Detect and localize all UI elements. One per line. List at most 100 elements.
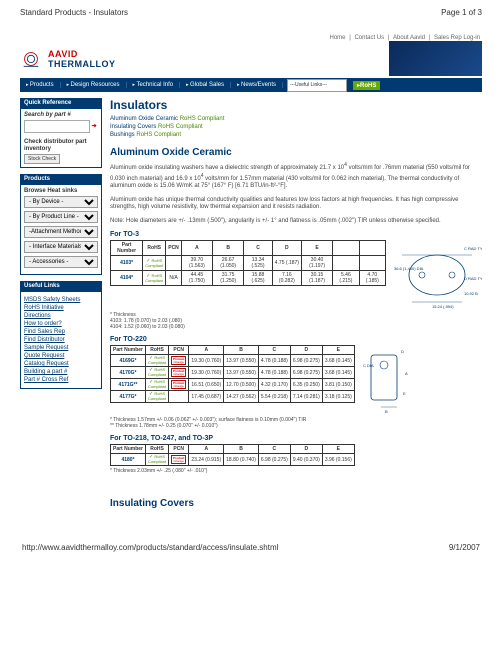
table-to3: Part Number RoHS PCN A B C D E 4103* ✓ R…: [110, 240, 386, 286]
table-row: 4177G*✓ RoHSCompliant17.45 (0.687)14.27 …: [111, 391, 355, 403]
th: B: [213, 241, 244, 256]
table-row: 4170G*✓ RoHSCompliantProductChange19.30 …: [111, 367, 355, 379]
svg-text:36.6 (1.440) DIA: 36.6 (1.440) DIA: [394, 266, 424, 271]
link-sample[interactable]: Sample Request: [24, 345, 98, 351]
svg-text:A: A: [405, 371, 408, 376]
th: [333, 241, 359, 256]
select-by-line[interactable]: - By Product Line -: [24, 211, 98, 223]
page-header: Standard Products - Insulators Page 1 of…: [20, 8, 482, 17]
sub-b[interactable]: Bushings: [110, 132, 135, 138]
top-link[interactable]: Contact Us: [354, 35, 384, 41]
th: D: [272, 241, 301, 256]
useful-box: MSDS Safety Sheets RoHS Initiative Direc…: [20, 291, 102, 389]
table-row: 4171G**✓ RoHSCompliantProductChange16.51…: [111, 379, 355, 391]
section-aoc: Aluminum Oxide Ceramic: [110, 147, 482, 158]
heading-to218: For TO-218, TO-247, and TO-3P: [110, 435, 482, 442]
svg-text:D RAD TYP (2): D RAD TYP (2): [464, 276, 482, 281]
heading-to3: For TO-3: [110, 231, 482, 238]
quickref-box: Search by part # ➔ Check distributor par…: [20, 108, 102, 168]
select-by-device[interactable]: - By Device -: [24, 196, 98, 208]
th: PCN: [166, 241, 182, 256]
useful-header: Useful Links: [20, 281, 102, 291]
svg-text:D: D: [401, 349, 404, 354]
table-row: 4103* ✓ RoHS ✓ CompliantRoHSCompliant 39…: [111, 256, 386, 271]
products-header: Products: [20, 174, 102, 184]
link-rohs[interactable]: RoHS Initiative: [24, 305, 98, 311]
th: Part Number: [111, 241, 143, 256]
nav-techinfo[interactable]: Technical Info: [127, 82, 181, 88]
nav-sales[interactable]: Global Sales: [180, 82, 231, 88]
link-directions[interactable]: Directions: [24, 313, 98, 319]
link-quote[interactable]: Quote Request: [24, 353, 98, 359]
nav-useful-dropdown[interactable]: ---Useful Links---: [287, 79, 347, 92]
quickref-header: Quick Reference: [20, 98, 102, 108]
select-accessories[interactable]: - Accessories -: [24, 256, 98, 268]
link-catalog[interactable]: Catalog Request: [24, 361, 98, 367]
link-partbuild[interactable]: Building a part #: [24, 369, 98, 375]
page: Standard Products - Insulators Page 1 of…: [0, 0, 502, 560]
page-footer: http://www.aavidthermalloy.com/products/…: [20, 543, 482, 552]
heading-to220: For TO-220: [110, 336, 482, 343]
foot-to220: * Thickness 1.57mm +/- 0.06 (0.062" +/- …: [110, 417, 482, 429]
search-label: Search by part #: [24, 112, 98, 118]
page-title: Insulators: [110, 98, 482, 112]
th: E: [301, 241, 332, 256]
stock-check-button[interactable]: Stock Check: [24, 154, 60, 164]
sub-aoc-rohs: RoHS Compliant: [180, 116, 225, 122]
search-go-icon[interactable]: ➔: [92, 124, 97, 130]
products-box: Browse Heat sinks - By Device - - By Pro…: [20, 184, 102, 275]
link-msds[interactable]: MSDS Safety Sheets: [24, 297, 98, 303]
nav-design[interactable]: Design Resources: [61, 82, 127, 88]
section-ic: Insulating Covers: [110, 498, 482, 509]
svg-text:10.92 B: 10.92 B: [464, 291, 478, 296]
svg-text:E: E: [403, 391, 406, 396]
th: [359, 241, 385, 256]
sub-ic[interactable]: Insulating Covers: [110, 124, 156, 130]
table-row: 4169G*✓ RoHSCompliantProductChange19.30 …: [111, 355, 355, 367]
banner-image: [389, 41, 482, 76]
footer-date: 9/1/2007: [449, 543, 480, 552]
link-order[interactable]: How to order?: [24, 321, 98, 327]
link-crossref[interactable]: Part # Cross Ref: [24, 377, 98, 383]
table-row: 4104* ✓ RoHSCompliant N/A 44.45 (1.750) …: [111, 271, 386, 286]
link-distributor[interactable]: Find Distributor: [24, 337, 98, 343]
sub-ic-rohs: RoHS Compliant: [158, 124, 203, 130]
to220-wrap: Part NumberRoHSPCNABCDE 4169G*✓ RoHSComp…: [110, 345, 482, 415]
nav-bar: Products Design Resources Technical Info…: [20, 78, 482, 92]
logo-row: AAVID THERMALLOY: [20, 41, 482, 76]
nav-products[interactable]: Products: [20, 82, 61, 88]
footer-url: http://www.aavidthermalloy.com/products/…: [22, 543, 278, 552]
diagram-to3: C RAD TYP (2) D RAD TYP (2) 36.6 (1.440)…: [392, 240, 482, 310]
table-row: 4180*✓ RoHSCompliantProductChange23.24 (…: [111, 454, 355, 466]
table-to220: Part NumberRoHSPCNABCDE 4169G*✓ RoHSComp…: [110, 345, 355, 403]
foot-to218: * Thickness 2.03mm +/- .25 (.080" +/- .0…: [110, 468, 482, 474]
nav-news[interactable]: News/Events: [231, 82, 283, 88]
top-link[interactable]: Home: [330, 35, 346, 41]
sub-aoc[interactable]: Aluminum Oxide Ceramic: [110, 116, 178, 122]
browse-label: Browse Heat sinks: [24, 188, 98, 194]
th: C: [244, 241, 272, 256]
sublinks: Aluminum Oxide Ceramic RoHS Compliant In…: [110, 116, 482, 139]
nav-rohs-button[interactable]: RoHS: [353, 81, 380, 90]
foot-to3: * Thickness 4103: 1.78 (0.070) to 2.03 (…: [110, 312, 482, 330]
th: A: [181, 241, 212, 256]
select-interface[interactable]: - Interface Materials -: [24, 241, 98, 253]
distributor-label: Check distributor part inventory: [24, 139, 98, 152]
logo-line1: AAVID: [48, 49, 116, 59]
select-attachment[interactable]: -Attachment Methods -: [24, 226, 98, 238]
columns: Quick Reference Search by part # ➔ Check…: [20, 98, 482, 513]
link-salesrep[interactable]: Find Sales Rep: [24, 329, 98, 335]
svg-text:B: B: [385, 409, 388, 414]
svg-text:C DIA: C DIA: [363, 363, 374, 368]
svg-text:C RAD TYP (2): C RAD TYP (2): [464, 246, 482, 251]
para-1: Aluminum oxide insulating washers have a…: [110, 162, 482, 191]
table-to218: Part NumberRoHSPCNABCDE 4180*✓ RoHSCompl…: [110, 444, 355, 466]
logo-line2: THERMALLOY: [48, 59, 116, 69]
para-2: Aluminum oxide has unique thermal conduc…: [110, 197, 482, 212]
search-input[interactable]: [24, 120, 90, 133]
diagram-to220: D A C DIA E B: [361, 345, 411, 415]
sidebar: Quick Reference Search by part # ➔ Check…: [20, 98, 102, 513]
main-content: Insulators Aluminum Oxide Ceramic RoHS C…: [110, 98, 482, 513]
para-3: Note: Hole diameters are +/- .13mm (.500…: [110, 218, 482, 226]
to3-wrap: Part Number RoHS PCN A B C D E 4103* ✓ R…: [110, 240, 482, 310]
